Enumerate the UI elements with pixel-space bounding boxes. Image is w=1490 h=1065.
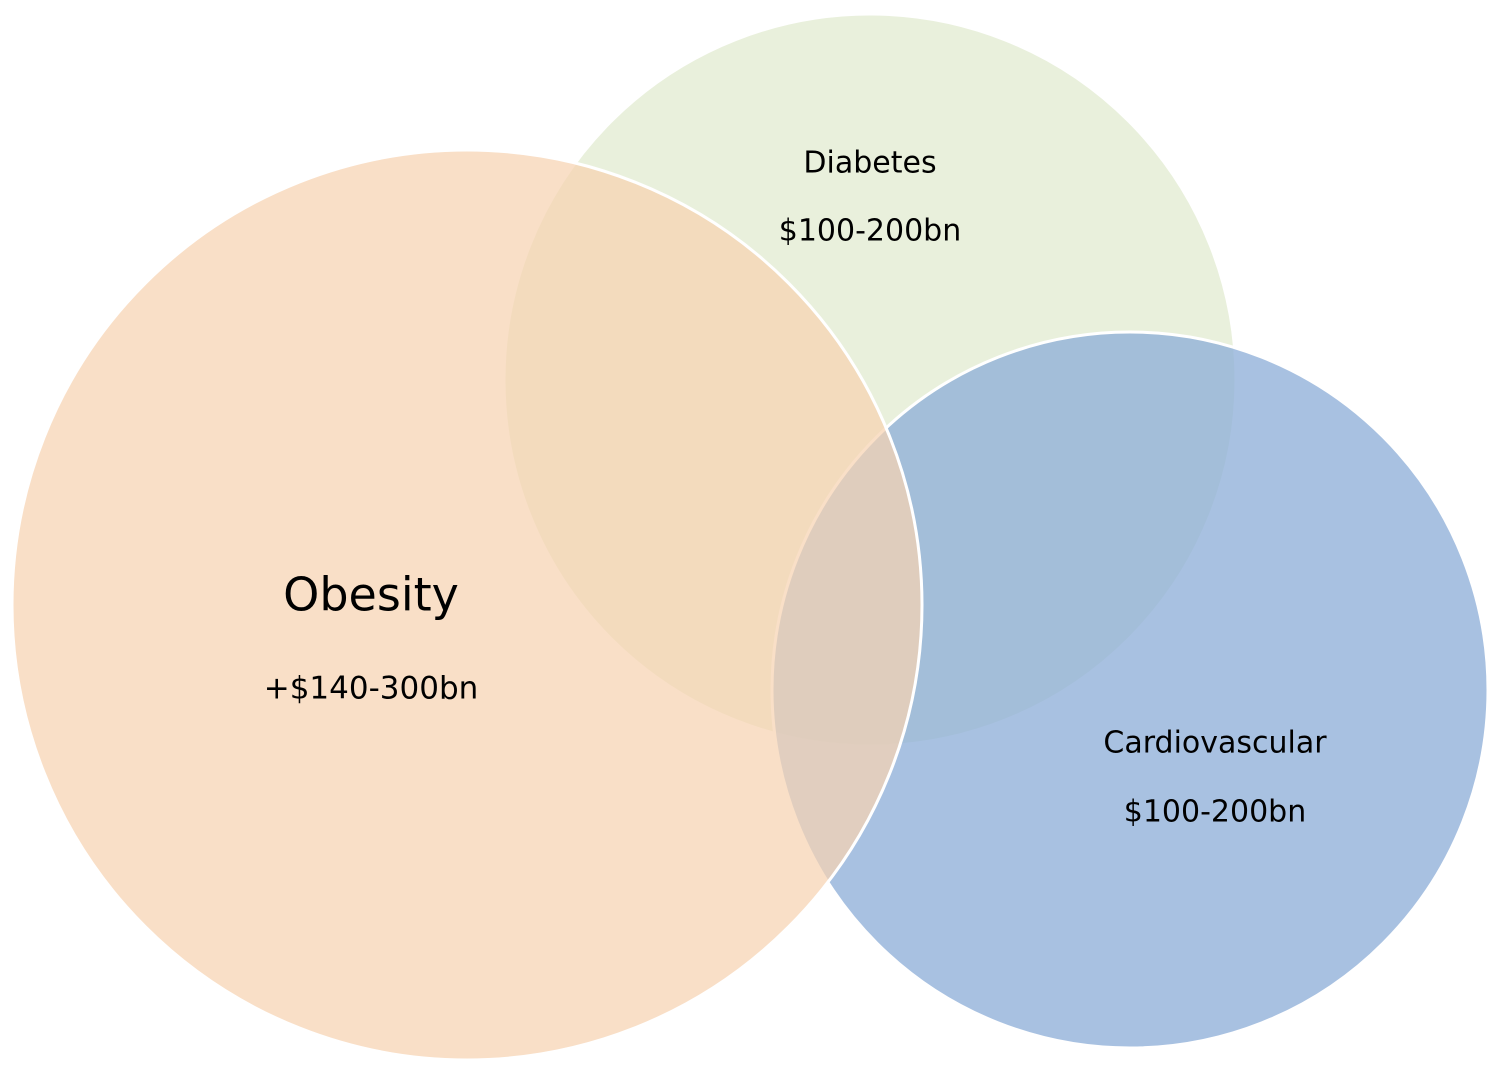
obesity-label: Obesity — [283, 568, 459, 622]
obesity-value: +$140-300bn — [264, 671, 479, 707]
cardiovascular-label: Cardiovascular — [1103, 726, 1327, 761]
cardiovascular-value: $100-200bn — [1124, 795, 1307, 830]
obesity-circle — [10, 148, 924, 1062]
diabetes-value: $100-200bn — [779, 214, 962, 249]
diabetes-label: Diabetes — [803, 146, 936, 181]
